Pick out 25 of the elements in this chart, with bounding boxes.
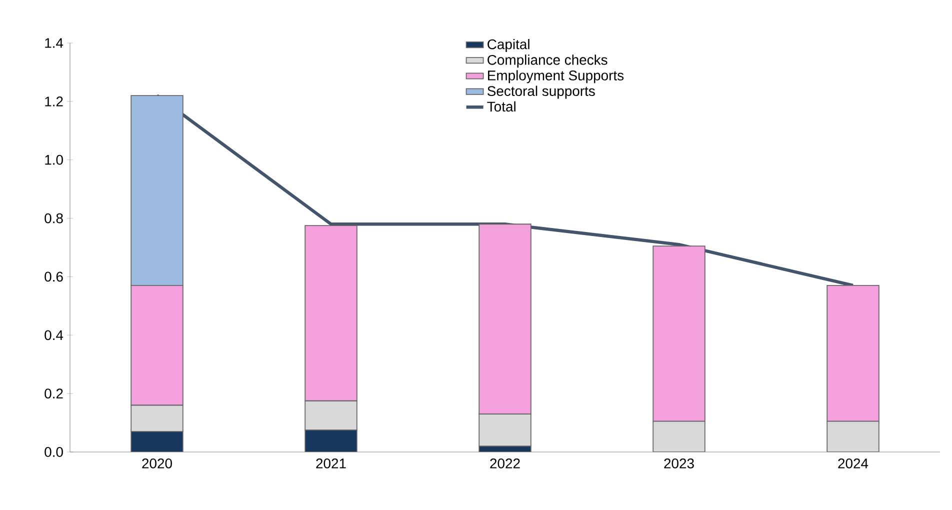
bar <box>130 431 184 452</box>
x-tick-label: 2023 <box>664 458 694 468</box>
y-tick-label: 1.0 <box>45 154 63 165</box>
y-tick-label: 0.8 <box>44 213 63 224</box>
bar <box>826 420 880 452</box>
x-tick-label: 2020 <box>142 458 172 468</box>
bar <box>304 400 358 431</box>
y-tick-label: 0.6 <box>44 272 63 282</box>
legend-label: Total <box>487 101 516 112</box>
legend-label: Compliance checks <box>488 54 608 68</box>
y-tick-label: 1.4 <box>45 38 64 48</box>
y-tick-label: 0.2 <box>44 388 63 399</box>
y-tick-label: 1.2 <box>45 96 63 106</box>
legend-label: Employment Supports <box>488 70 624 84</box>
bar <box>652 420 706 452</box>
bar <box>130 404 184 432</box>
x-tick-label: 2022 <box>490 458 520 468</box>
bar <box>478 414 532 447</box>
y-tick-label: 0.4 <box>44 330 64 340</box>
x-tick-label: 2021 <box>316 458 346 468</box>
legend-label: Sectoral supports <box>488 86 595 99</box>
y-tick-label: 0.0 <box>44 447 63 457</box>
legend-label: Capital <box>488 38 530 52</box>
bar <box>304 430 358 452</box>
x-tick-label: 2024 <box>838 458 868 468</box>
